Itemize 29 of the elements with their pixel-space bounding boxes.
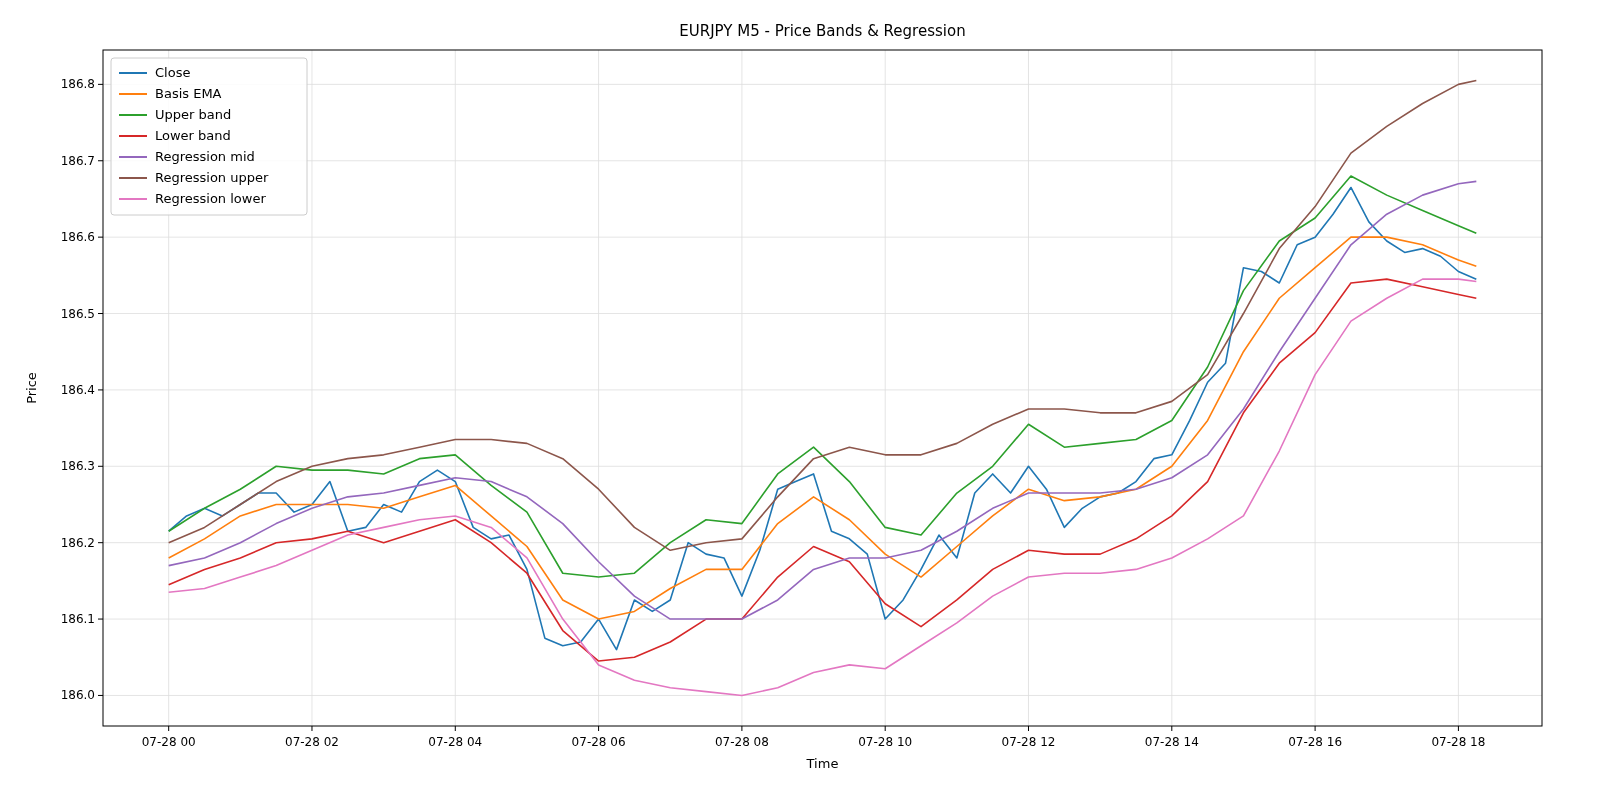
legend-label: Basis EMA xyxy=(155,86,222,101)
y-tick-label: 186.2 xyxy=(60,535,95,550)
y-axis-title: Price xyxy=(24,372,39,404)
x-tick-label: 07-28 12 xyxy=(1001,735,1056,749)
y-tick-label: 186.8 xyxy=(60,77,95,92)
legend-label: Regression upper xyxy=(155,170,269,185)
x-tick-label: 07-28 16 xyxy=(1288,735,1343,749)
x-tick-label: 07-28 18 xyxy=(1431,735,1486,749)
x-tick-label: 07-28 10 xyxy=(858,735,913,749)
y-tick-label: 186.5 xyxy=(60,306,95,321)
x-axis-title: Time xyxy=(805,756,839,771)
y-tick-label: 186.4 xyxy=(60,382,95,397)
y-tick-label: 186.0 xyxy=(60,688,95,703)
x-tick-label: 07-28 08 xyxy=(714,735,769,749)
x-tick-label: 07-28 04 xyxy=(428,735,483,749)
x-tick-label: 07-28 02 xyxy=(285,735,339,749)
chart-title: EURJPY M5 - Price Bands & Regression xyxy=(679,22,966,40)
x-tick-label: 07-28 00 xyxy=(141,735,196,749)
x-tick-label: 07-28 14 xyxy=(1144,735,1199,749)
legend-label: Upper band xyxy=(155,107,232,122)
y-tick-label: 186.1 xyxy=(60,612,95,627)
legend-label: Lower band xyxy=(155,128,231,143)
legend-label: Close xyxy=(155,65,191,80)
y-tick-label: 186.7 xyxy=(60,153,95,168)
legend-label: Regression lower xyxy=(155,191,267,206)
y-tick-label: 186.6 xyxy=(60,230,95,245)
y-tick-label: 186.3 xyxy=(60,459,95,474)
legend-label: Regression mid xyxy=(155,149,255,164)
x-tick-label: 07-28 06 xyxy=(571,735,626,749)
